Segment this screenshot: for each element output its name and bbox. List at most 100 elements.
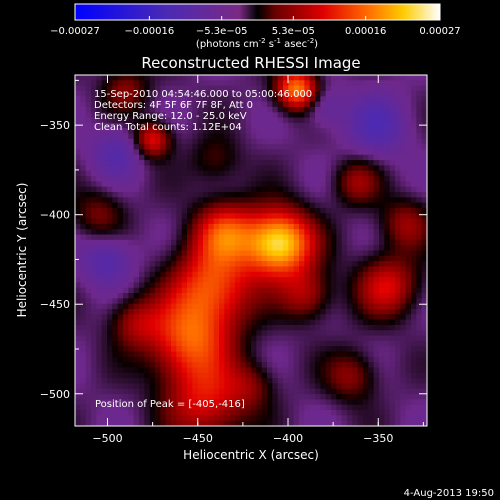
heatmap-cell bbox=[261, 112, 268, 119]
heatmap-cell bbox=[181, 293, 188, 299]
heatmap-cell bbox=[155, 356, 161, 363]
heatmap-cell bbox=[208, 229, 215, 236]
heatmap-cell bbox=[245, 399, 252, 406]
heatmap-cell bbox=[181, 319, 188, 326]
heatmap-cell bbox=[368, 335, 375, 342]
heatmap-cell bbox=[85, 245, 92, 252]
heatmap-cell bbox=[96, 404, 103, 411]
heatmap-cell bbox=[219, 394, 225, 401]
heatmap-cell bbox=[299, 367, 305, 374]
heatmap-cell bbox=[91, 80, 97, 87]
heatmap-cell bbox=[91, 213, 97, 220]
heatmap-cell bbox=[352, 314, 359, 321]
heatmap-cell bbox=[283, 362, 289, 369]
heatmap-cell bbox=[379, 112, 385, 119]
heatmap-cell bbox=[261, 186, 268, 193]
heatmap-cell bbox=[224, 410, 231, 416]
heatmap-cell bbox=[315, 277, 321, 284]
heatmap-cell bbox=[139, 85, 145, 92]
heatmap-cell bbox=[187, 234, 193, 241]
heatmap-cell bbox=[171, 266, 177, 273]
heatmap-cell bbox=[389, 128, 396, 135]
heatmap-cell bbox=[160, 170, 167, 177]
heatmap-cell bbox=[379, 271, 385, 278]
heatmap-cell bbox=[309, 176, 316, 182]
heatmap-cell bbox=[400, 335, 407, 342]
heatmap-cell bbox=[368, 213, 375, 220]
heatmap-cell bbox=[133, 197, 140, 204]
heatmap-cell bbox=[123, 351, 129, 358]
heatmap-cell bbox=[251, 112, 257, 119]
heatmap-cell bbox=[315, 106, 321, 113]
heatmap-cell bbox=[139, 298, 145, 305]
heatmap-cell bbox=[368, 75, 375, 81]
heatmap-cell bbox=[320, 314, 327, 321]
heatmap-cell bbox=[368, 255, 375, 262]
heatmap-cell bbox=[219, 234, 225, 241]
heatmap-cell bbox=[379, 213, 385, 220]
heatmap-cell bbox=[117, 229, 124, 236]
heatmap-cell bbox=[229, 271, 236, 278]
heatmap-cell bbox=[331, 192, 337, 198]
heatmap-cell bbox=[213, 149, 220, 156]
heatmap-cell bbox=[240, 415, 247, 422]
heatmap-cell bbox=[133, 399, 140, 406]
heatmap-cell bbox=[96, 75, 103, 81]
heatmap-cell bbox=[203, 202, 209, 209]
heatmap-cell bbox=[117, 324, 124, 331]
heatmap-cell bbox=[421, 112, 427, 119]
heatmap-cell bbox=[347, 335, 353, 342]
heatmap-cell bbox=[128, 90, 135, 97]
heatmap-cell bbox=[341, 351, 348, 358]
heatmap-cell bbox=[320, 255, 327, 262]
heatmap-cell bbox=[299, 170, 305, 177]
heatmap-cell bbox=[395, 218, 401, 225]
heatmap-cell bbox=[213, 138, 220, 145]
heatmap-cell bbox=[347, 165, 353, 172]
heatmap-cell bbox=[224, 138, 231, 145]
heatmap-cell bbox=[245, 144, 252, 151]
heatmap-cell bbox=[309, 186, 316, 193]
heatmap-cell bbox=[395, 186, 401, 193]
heatmap-cell bbox=[293, 234, 300, 241]
heatmap-cell bbox=[320, 154, 327, 161]
heatmap-cell bbox=[85, 229, 92, 236]
heatmap-cell bbox=[304, 181, 311, 188]
heatmap-cell bbox=[379, 261, 385, 268]
heatmap-cell bbox=[277, 420, 284, 426]
heatmap-cell bbox=[400, 324, 407, 331]
heatmap-cell bbox=[320, 298, 327, 305]
heatmap-cell bbox=[320, 234, 327, 241]
heatmap-cell bbox=[224, 245, 231, 252]
heatmap-cell bbox=[149, 112, 156, 119]
heatmap-cell bbox=[304, 324, 311, 331]
heatmap-cell bbox=[112, 255, 119, 262]
heatmap-cell bbox=[299, 197, 305, 204]
heatmap-cell bbox=[187, 261, 193, 268]
heatmap-cell bbox=[309, 85, 316, 92]
heatmap-cell bbox=[197, 282, 204, 289]
heatmap-cell bbox=[80, 335, 87, 342]
heatmap-cell bbox=[325, 319, 332, 326]
heatmap-cell bbox=[277, 298, 284, 305]
peak-position-label: Position of Peak = [-405,-416] bbox=[95, 399, 245, 410]
heatmap-cell bbox=[107, 122, 113, 129]
heatmap-cell bbox=[256, 181, 263, 188]
heatmap-cell bbox=[411, 128, 417, 135]
heatmap-cell bbox=[91, 154, 97, 161]
heatmap-cell bbox=[411, 261, 417, 268]
heatmap-cell bbox=[283, 218, 289, 225]
heatmap-cell bbox=[235, 234, 241, 241]
heatmap-cell bbox=[272, 149, 279, 156]
heatmap-cell bbox=[181, 181, 188, 188]
heatmap-cell bbox=[421, 138, 427, 145]
heatmap-cell bbox=[304, 309, 311, 315]
heatmap-cell bbox=[315, 340, 321, 347]
heatmap-cell bbox=[213, 160, 220, 167]
heatmap-cell bbox=[363, 356, 369, 363]
heatmap-cell bbox=[133, 293, 140, 299]
heatmap-cell bbox=[117, 176, 124, 182]
heatmap-cell bbox=[245, 128, 252, 135]
colorbar-units: (photons cm-2 s-1 asec-2) bbox=[196, 37, 318, 50]
heatmap-cell bbox=[155, 128, 161, 135]
